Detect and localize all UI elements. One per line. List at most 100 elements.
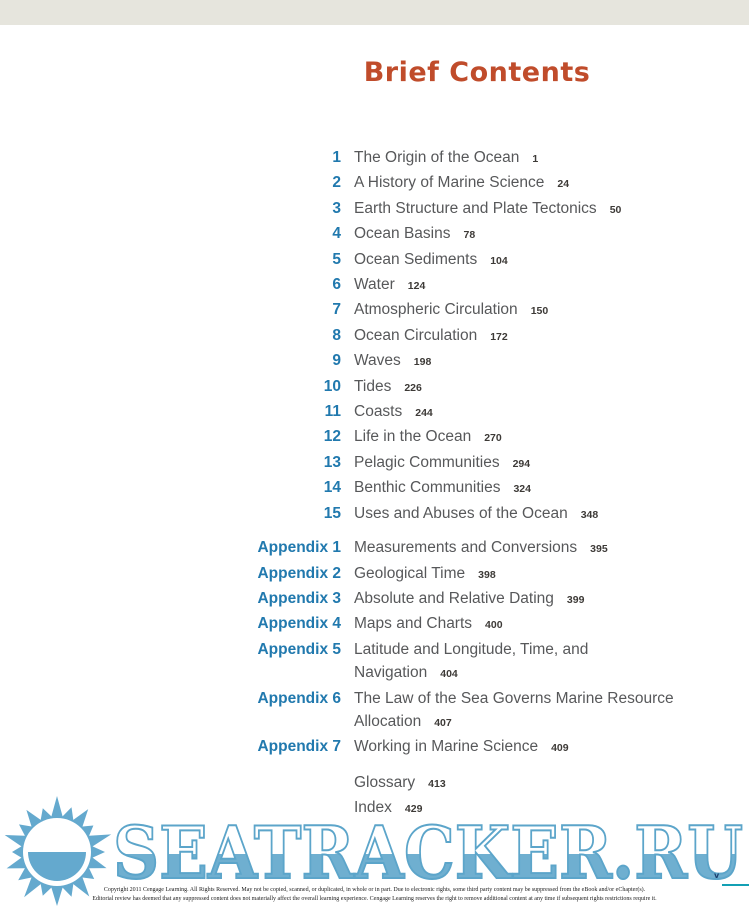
- entry-page-number: 413: [428, 777, 446, 790]
- entry-title: Life in the Ocean: [354, 428, 472, 446]
- entry-page-number: 150: [530, 305, 549, 318]
- toc-row: Appendix 4 Maps and Charts 400: [0, 612, 749, 637]
- entry-title: Absolute and Relative Dating: [354, 589, 554, 607]
- corner-teal-line: [722, 884, 749, 886]
- toc-entry: A History of Marine Science 24: [354, 171, 569, 196]
- sun-disc: [28, 852, 86, 881]
- entry-title: Benthic Communities: [354, 479, 501, 497]
- copyright-line-2: Editorial review has deemed that any sup…: [92, 896, 657, 902]
- entry-page-number: 404: [440, 668, 458, 681]
- entry-title: Maps and Charts: [354, 615, 473, 633]
- toc-row: 15 Uses and Abuses of the Ocean 348: [0, 502, 749, 527]
- toc-row: 8 Ocean Circulation 172: [0, 324, 749, 349]
- toc-entry: Life in the Ocean 270: [354, 425, 502, 450]
- watermark: SEATRACKER.RU: [0, 792, 749, 912]
- toc-row: Appendix 1 Measurements and Conversions 3…: [0, 536, 749, 561]
- entry-title: Water: [354, 276, 395, 294]
- entry-title: Index: [354, 799, 392, 817]
- toc-entry: Glossary 413: [354, 771, 446, 796]
- toc-row: 11 Coasts 244: [0, 400, 749, 425]
- chapter-number: 14: [323, 479, 341, 497]
- toc-entry: Coasts 244: [354, 400, 433, 425]
- toc-row: 9 Waves 198: [0, 349, 749, 374]
- entry-page-number: 124: [407, 280, 426, 293]
- toc-entry: Uses and Abuses of the Ocean 348: [354, 502, 598, 527]
- entry-title: Working in Marine Science: [354, 738, 539, 756]
- entry-page-number: 348: [580, 508, 599, 521]
- toc-row: 4 Ocean Basins 78: [0, 222, 749, 247]
- toc-row: 13 Pelagic Communities 294: [0, 451, 749, 476]
- toc-entry: Latitude and Longitude, Time, and Naviga…: [354, 638, 674, 687]
- toc-entry: Benthic Communities 324: [354, 476, 531, 501]
- appendix-label: Appendix 6: [257, 689, 341, 707]
- toc-row: Appendix 2 Geological Time 398: [0, 562, 749, 587]
- entry-page-number: 270: [484, 432, 502, 445]
- chapter-number: 9: [332, 352, 341, 370]
- toc-entry: Earth Structure and Plate Tectonics 50: [354, 197, 621, 222]
- chapter-number: 10: [323, 377, 341, 395]
- entry-page-number: 429: [404, 803, 423, 816]
- watermark-text: SEATRACKER.RU: [113, 810, 743, 895]
- toc-entry: Pelagic Communities 294: [354, 451, 530, 476]
- back-matter-section: Glossary 413 Index 429: [0, 771, 749, 822]
- page-title: Brief Contents: [363, 57, 591, 89]
- entry-title: Geological Time: [354, 564, 466, 582]
- toc-row: 14 Benthic Communities 324: [0, 476, 749, 501]
- entry-title: Ocean Sediments: [354, 250, 478, 268]
- toc-row: Appendix 3 Absolute and Relative Dating 3…: [0, 587, 749, 612]
- toc-row: Glossary 413: [0, 771, 749, 796]
- entry-page-number: 399: [566, 593, 585, 606]
- chapter-number: 3: [332, 199, 341, 217]
- sun-logo: [4, 796, 112, 906]
- entry-page-number: 294: [512, 457, 531, 470]
- toc-entry: Atmospheric Circulation 150: [354, 298, 548, 323]
- entry-title: Tides: [354, 377, 392, 395]
- entry-title: Latitude and Longitude, Time, and Naviga…: [354, 640, 589, 682]
- chapter-number: 12: [323, 428, 341, 446]
- watermark-graphic: SEATRACKER.RU: [4, 796, 744, 906]
- toc-entry: Geological Time 398: [354, 562, 496, 587]
- entry-page-number: 400: [485, 619, 503, 632]
- top-bar: [0, 0, 749, 25]
- entry-title: Glossary: [354, 773, 416, 791]
- entry-title: Uses and Abuses of the Ocean: [354, 504, 568, 522]
- toc-entry: Maps and Charts 400: [354, 612, 503, 637]
- toc-entry: Measurements and Conversions 395: [354, 536, 608, 561]
- appendix-label: Appendix 2: [257, 564, 341, 582]
- entry-title: Waves: [354, 352, 401, 370]
- toc-row: 1 The Origin of the Ocean 1: [0, 146, 749, 171]
- entry-page-number: 398: [478, 568, 496, 581]
- toc-row: Appendix 5 Latitude and Longitude, Time,…: [0, 638, 749, 687]
- appendix-label: Appendix 3: [257, 589, 341, 607]
- entry-title: Measurements and Conversions: [354, 539, 578, 557]
- corner-v-mark: v: [714, 871, 720, 880]
- toc-row: Appendix 7 Working in Marine Science 409: [0, 735, 749, 760]
- toc-entry: Ocean Circulation 172: [354, 324, 508, 349]
- toc-row: 5 Ocean Sediments 104: [0, 248, 749, 273]
- copyright-notice: Copyright 2011 Cengage Learning. All Rig…: [0, 886, 749, 904]
- toc-entry: The Origin of the Ocean 1: [354, 146, 538, 171]
- entry-title: Coasts: [354, 403, 403, 421]
- toc-entry: Waves 198: [354, 349, 431, 374]
- entry-page-number: 24: [557, 178, 570, 191]
- entry-page-number: 395: [590, 543, 608, 556]
- toc-row: 10 Tides 226: [0, 375, 749, 400]
- toc-row: 6 Water 124: [0, 273, 749, 298]
- chapter-number: 7: [332, 301, 341, 319]
- chapter-number: 5: [332, 250, 341, 268]
- appendix-label: Appendix 7: [257, 738, 341, 756]
- entry-page-number: 78: [463, 229, 476, 242]
- toc-entry: Index 429: [354, 796, 422, 821]
- entry-title: Pelagic Communities: [354, 453, 500, 471]
- entry-title: A History of Marine Science: [354, 174, 545, 192]
- toc-row: 2 A History of Marine Science 24: [0, 171, 749, 196]
- toc-row: 3 Earth Structure and Plate Tectonics 50: [0, 197, 749, 222]
- toc-entry: Water 124: [354, 273, 425, 298]
- entry-page-number: 104: [490, 254, 508, 267]
- entry-title: Ocean Basins: [354, 225, 451, 243]
- entry-page-number: 324: [513, 483, 531, 496]
- toc-row: Appendix 6 The Law of the Sea Governs Ma…: [0, 687, 749, 736]
- toc-row: 12 Life in the Ocean 270: [0, 425, 749, 450]
- chapter-number: 4: [332, 225, 341, 243]
- entry-title: Earth Structure and Plate Tectonics: [354, 199, 597, 217]
